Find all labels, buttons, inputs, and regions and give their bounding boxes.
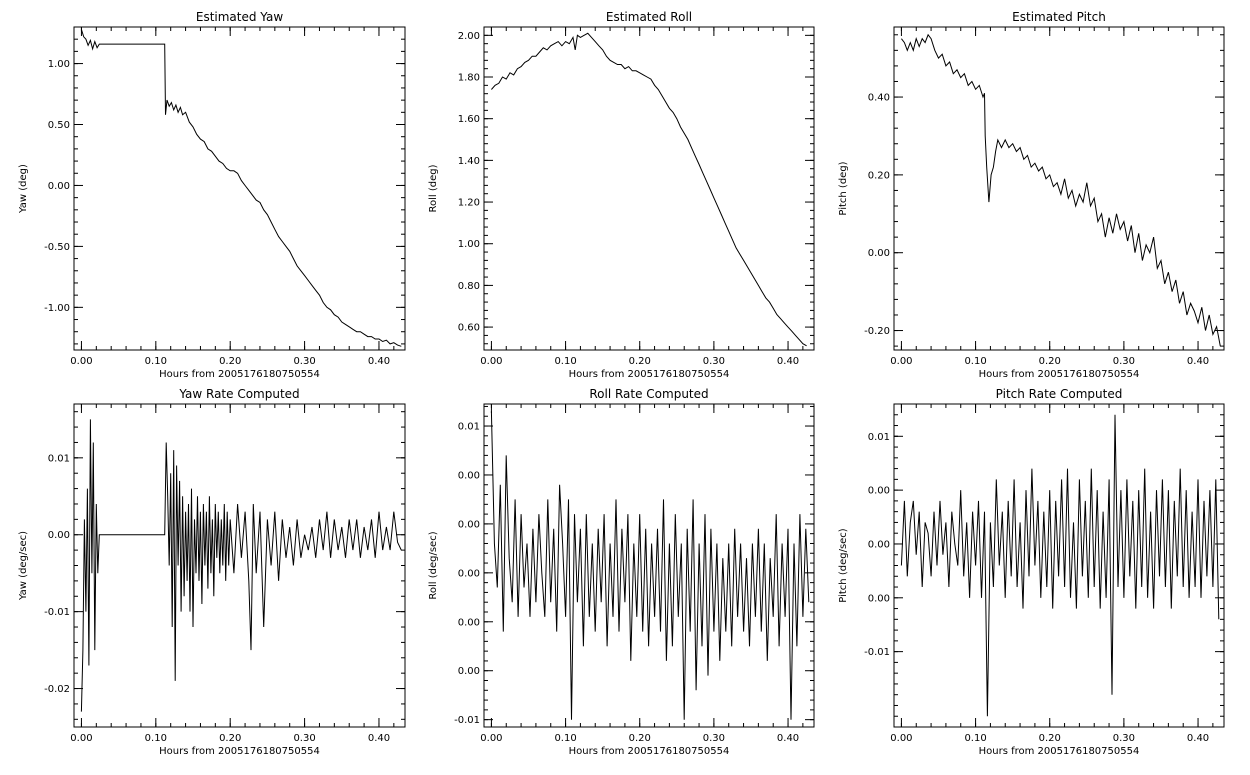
chart-pitch-x-tick-label: 0.40: [1187, 356, 1209, 367]
chart-yaw-y-tick-label: -0.50: [44, 242, 70, 253]
chart-yaw-rate-x-tick-label: 0.30: [293, 733, 315, 744]
chart-yaw-rate-ylabel: Yaw (deg/sec): [18, 531, 29, 601]
chart-pitch-rate-ylabel: Pitch (deg/sec): [838, 528, 849, 603]
chart-yaw-ylabel: Yaw (deg): [18, 164, 29, 214]
chart-roll-x-tick-label: 0.30: [703, 356, 725, 367]
chart-roll-rate-y-tick-label: 0.00: [458, 470, 480, 481]
chart-roll-rate-x-tick-label: 0.30: [703, 733, 725, 744]
chart-pitch-x-tick-label: 0.00: [890, 356, 912, 367]
chart-roll-rate-xlabel: Hours from 2005176180750554: [569, 746, 730, 757]
chart-roll-rate-y-tick-label: 0.00: [458, 568, 480, 579]
chart-pitch-frame: [893, 26, 1225, 351]
chart-pitch-title: Estimated Pitch: [1012, 10, 1106, 24]
chart-yaw-frame: [73, 26, 406, 351]
chart-roll-rate-frame: [483, 403, 815, 728]
chart-roll-rate-x-tick-label: 0.00: [480, 733, 502, 744]
chart-pitch-y-tick-label: 0.00: [868, 248, 890, 259]
chart-pitch-rate-x-tick-label: 0.20: [1039, 733, 1061, 744]
chart-roll-rate: Roll Rate Computed Hours from 20051761807…: [428, 387, 815, 757]
chart-pitch-ylabel: Pitch (deg): [838, 161, 849, 215]
chart-yaw-rate-y-tick-label: -0.02: [44, 684, 70, 695]
chart-pitch-rate-x-tick-label: 0.10: [964, 733, 986, 744]
chart-pitch-rate-x-tick-label: 0.00: [890, 733, 912, 744]
chart-pitch-x-tick-label: 0.10: [964, 356, 986, 367]
chart-pitch-xlabel: Hours from 2005176180750554: [979, 369, 1140, 380]
chart-roll-rate-x-tick-label: 0.10: [554, 733, 576, 744]
chart-yaw-x-tick-label: 0.40: [368, 356, 390, 367]
chart-roll-y-tick-label: 1.00: [458, 239, 480, 250]
chart-roll-x-tick-label: 0.20: [629, 356, 651, 367]
chart-roll-x-tick-label: 0.10: [554, 356, 576, 367]
chart-yaw-rate: Yaw Rate Computed Hours from 200517618075…: [18, 387, 406, 757]
chart-roll-y-tick-label: 0.80: [458, 281, 480, 292]
chart-yaw-x-tick-label: 0.10: [145, 356, 167, 367]
chart-roll-rate-ylabel: Roll (deg/sec): [428, 531, 439, 599]
chart-pitch-x-tick-label: 0.30: [1113, 356, 1135, 367]
chart-yaw-rate-y-tick-label: -0.01: [44, 607, 70, 618]
chart-yaw-rate-title: Yaw Rate Computed: [178, 387, 299, 401]
chart-roll-rate-x-tick-label: 0.40: [777, 733, 799, 744]
chart-pitch-rate-xlabel: Hours from 2005176180750554: [979, 746, 1140, 757]
chart-roll-rate-y-tick-label: 0.00: [458, 617, 480, 628]
chart-pitch-y-tick-label: 0.20: [868, 170, 890, 181]
chart-yaw: Estimated Yaw Hours from 2005176180750554…: [18, 10, 406, 380]
chart-yaw-title: Estimated Yaw: [196, 10, 283, 24]
chart-roll-rate-y-tick-label: 0.01: [458, 422, 480, 433]
chart-roll-rate-y-tick-label: 0.00: [458, 519, 480, 530]
chart-pitch-series-line: [901, 33, 1221, 347]
chart-yaw-x-tick-label: 0.30: [293, 356, 315, 367]
chart-pitch-rate-series-line: [900, 414, 1220, 717]
chart-roll-rate-y-tick-label: -0.01: [454, 715, 480, 726]
chart-pitch-rate-y-tick-label: 0.00: [868, 593, 890, 604]
chart-roll-rate-series-line: [490, 411, 810, 720]
chart-yaw-rate-y-tick-label: 0.01: [48, 453, 70, 464]
chart-yaw-rate-xlabel: Hours from 2005176180750554: [159, 746, 320, 757]
chart-roll-rate-y-tick-label: 0.00: [458, 666, 480, 677]
chart-yaw-xlabel: Hours from 2005176180750554: [159, 369, 320, 380]
chart-roll-series-line: [491, 32, 807, 347]
chart-pitch-rate-y-tick-label: -0.01: [864, 647, 890, 658]
chart-pitch-rate-x-tick-label: 0.40: [1187, 733, 1209, 744]
chart-roll-y-tick-label: 1.80: [458, 73, 480, 84]
chart-pitch-rate: Pitch Rate Computed Hours from 2005176180…: [838, 387, 1225, 757]
chart-pitch-y-tick-label: -0.20: [864, 326, 890, 337]
chart-yaw-y-tick-label: 1.00: [48, 59, 70, 70]
chart-pitch-x-tick-label: 0.20: [1039, 356, 1061, 367]
chart-yaw-series-line: [80, 29, 402, 347]
chart-yaw-x-tick-label: 0.20: [219, 356, 241, 367]
chart-yaw-y-tick-label: -1.00: [44, 303, 70, 314]
chart-yaw-rate-x-tick-label: 0.40: [368, 733, 390, 744]
chart-yaw-rate-frame: [73, 403, 406, 728]
chart-roll-y-tick-label: 1.60: [458, 114, 480, 125]
chart-roll-title: Estimated Roll: [606, 10, 692, 24]
chart-yaw-rate-x-tick-label: 0.10: [145, 733, 167, 744]
chart-pitch-rate-x-tick-label: 0.30: [1113, 733, 1135, 744]
chart-roll-y-tick-label: 0.60: [458, 323, 480, 334]
chart-pitch-rate-y-tick-label: 0.00: [868, 486, 890, 497]
chart-roll-rate-title: Roll Rate Computed: [589, 387, 708, 401]
chart-roll-ylabel: Roll (deg): [428, 164, 439, 212]
chart-yaw-y-tick-label: 0.50: [48, 120, 70, 131]
chart-roll-frame: [483, 26, 815, 351]
chart-roll: Estimated Roll Hours from 200517618075055…: [428, 10, 815, 380]
chart-roll-x-tick-label: 0.40: [777, 356, 799, 367]
chart-roll-rate-x-tick-label: 0.20: [629, 733, 651, 744]
chart-yaw-rate-series-line: [80, 419, 402, 712]
chart-pitch-rate-y-tick-label: 0.00: [868, 539, 890, 550]
chart-roll-y-tick-label: 2.00: [458, 31, 480, 42]
chart-yaw-rate-x-tick-label: 0.00: [70, 733, 92, 744]
chart-yaw-y-tick-label: 0.00: [48, 181, 70, 192]
chart-yaw-rate-x-tick-label: 0.20: [219, 733, 241, 744]
chart-pitch-rate-title: Pitch Rate Computed: [996, 387, 1123, 401]
chart-pitch: Estimated Pitch Hours from 20051761807505…: [838, 10, 1225, 380]
chart-roll-y-tick-label: 1.20: [458, 198, 480, 209]
chart-yaw-x-tick-label: 0.00: [70, 356, 92, 367]
chart-roll-x-tick-label: 0.00: [480, 356, 502, 367]
chart-roll-xlabel: Hours from 2005176180750554: [569, 369, 730, 380]
chart-yaw-rate-y-tick-label: 0.00: [48, 530, 70, 541]
chart-pitch-y-tick-label: 0.40: [868, 93, 890, 104]
chart-pitch-rate-y-tick-label: 0.01: [868, 432, 890, 443]
chart-roll-y-tick-label: 1.40: [458, 156, 480, 167]
